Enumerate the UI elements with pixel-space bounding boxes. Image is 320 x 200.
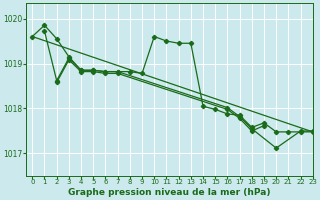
X-axis label: Graphe pression niveau de la mer (hPa): Graphe pression niveau de la mer (hPa) [68,188,271,197]
